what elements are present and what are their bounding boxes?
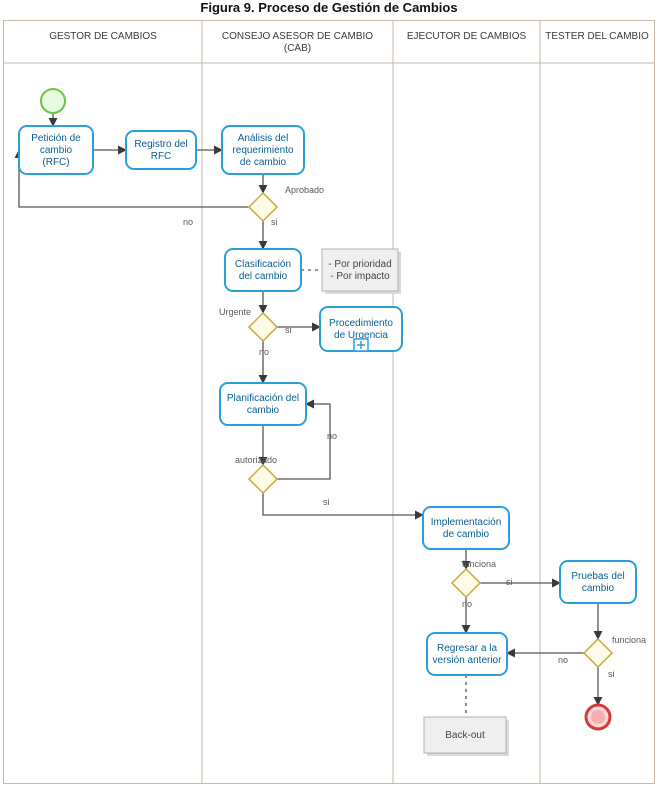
funciona2-no: no xyxy=(558,655,568,665)
urgente-no: no xyxy=(259,347,269,357)
pool: GESTOR DE CAMBIOS CONSEJO ASESOR DE CAMBI… xyxy=(3,20,655,784)
aprobado-label: Aprobado xyxy=(285,185,324,195)
autorizado-no: no xyxy=(327,431,337,441)
regresar xyxy=(427,633,507,675)
regresar-label: Regresar a laversión anterior xyxy=(433,643,503,666)
impl xyxy=(423,507,509,549)
funciona2 xyxy=(584,639,612,667)
clasif xyxy=(225,249,301,291)
figure-title: Figura 9. Proceso de Gestión de Cambios xyxy=(0,0,658,15)
priority_note xyxy=(322,249,398,291)
analisis-label: Análisis delrequerimientode cambio xyxy=(232,133,294,168)
urgente-label: Urgente xyxy=(219,307,251,317)
aprobado-yes: si xyxy=(271,217,278,227)
funciona1-label: funciona xyxy=(462,559,496,569)
backout-label: Back-out xyxy=(445,730,485,741)
lane-tester-header: TESTER DEL CAMBIO xyxy=(545,31,649,42)
urgencia-label: Procedimientode Urgencia xyxy=(329,318,393,341)
urgente xyxy=(249,313,277,341)
autorizado xyxy=(249,465,277,493)
lane-gestor-header: GESTOR DE CAMBIOS xyxy=(49,31,157,42)
lane-cab-header: CONSEJO ASESOR DE CAMBIO(CAB) xyxy=(222,31,373,54)
edge xyxy=(263,493,423,515)
funciona1-yes: si xyxy=(506,577,513,587)
aprobado-no: no xyxy=(183,217,193,227)
funciona2-yes: si xyxy=(608,669,615,679)
start-event xyxy=(41,89,65,113)
diagram-svg: GESTOR DE CAMBIOS CONSEJO ASESOR DE CAMBI… xyxy=(4,21,654,783)
clasif-label: Clasificacióndel cambio xyxy=(235,259,291,282)
pruebas xyxy=(560,561,636,603)
urgente-yes: si xyxy=(285,325,292,335)
autorizado-yes: si xyxy=(323,497,330,507)
funciona2-label: funciona xyxy=(612,635,646,645)
autorizado-label: autorizado xyxy=(235,455,277,465)
funciona1-no: no xyxy=(462,599,472,609)
lane-ejecutor-header: EJECUTOR DE CAMBIOS xyxy=(407,31,527,42)
planif xyxy=(220,383,306,425)
priority_note-label: - Por prioridad- Por impacto xyxy=(328,259,391,282)
funciona1 xyxy=(452,569,480,597)
registro xyxy=(126,131,196,169)
